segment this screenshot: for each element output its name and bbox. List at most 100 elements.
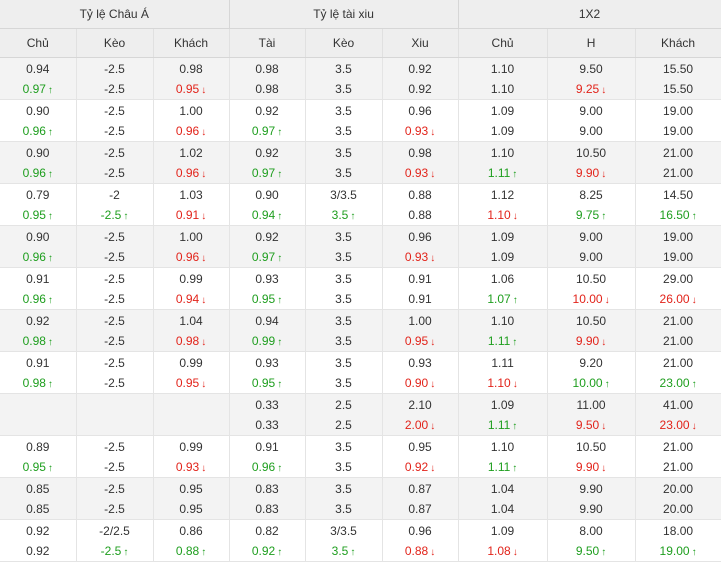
odds-cell-home: 0.90 <box>0 225 77 247</box>
table-row-live[interactable]: 0.96 -2.5 0.96 0.97 3.5 0.93 1.11 9.90 21.00 <box>0 163 721 184</box>
odds-cell-draw: 10.50 <box>547 309 636 331</box>
odds-value: 9.50 <box>575 418 600 432</box>
odds-cell-1x2-home: 1.09 <box>458 121 548 142</box>
odds-cell-away: 0.95 <box>153 477 230 499</box>
arrow-up-icon <box>277 295 282 306</box>
table-row-live[interactable]: 0.96 -2.5 0.94 0.95 3.5 0.91 1.07 10.00 26.00 <box>0 289 721 310</box>
odds-cell-over: 0.94 <box>229 309 306 331</box>
table-row-live[interactable]: 0.95 -2.5 0.93 0.96 3.5 0.92 1.11 9.90 21.00 <box>0 457 721 478</box>
table-row-opening[interactable]: 0.90 -2.5 1.00 0.92 3.5 0.96 1.09 9.00 19.00 <box>0 99 721 121</box>
table-row-live[interactable]: 0.97 -2.5 0.95 0.98 3.5 0.92 1.10 9.25 15.50 <box>0 79 721 100</box>
odds-cell-over: 0.82 <box>229 519 306 541</box>
table-row-live[interactable]: 0.85 -2.5 0.95 0.83 3.5 0.87 1.04 9.90 20.00 <box>0 499 721 520</box>
table-row-live[interactable]: 0.92 -2.5 0.88 0.92 3.5 0.88 1.08 9.50 19.00 <box>0 541 721 562</box>
odds-value: 0.93 <box>175 460 200 474</box>
table-row-live[interactable]: 0.96 -2.5 0.96 0.97 3.5 0.93 1.09 9.00 19.00 <box>0 247 721 268</box>
odds-cell-draw: 10.50 <box>547 267 636 289</box>
odds-value: 1.09 <box>490 250 515 264</box>
arrow-down-icon <box>692 295 697 306</box>
odds-cell-1x2-away: 14.50 <box>635 183 721 205</box>
odds-cell-under: 0.92 <box>382 457 459 478</box>
odds-value: 0.87 <box>408 502 432 516</box>
odds-cell-total-line: 3.5 <box>305 141 383 163</box>
odds-cell-1x2-home: 1.10 <box>458 435 548 457</box>
odds-cell-1x2-home: 1.09 <box>458 247 548 268</box>
odds-value: 3.5 <box>335 502 352 516</box>
odds-cell-1x2-away: 21.00 <box>635 141 721 163</box>
table-row-live[interactable]: 0.33 2.5 2.00 1.11 9.50 23.00 <box>0 415 721 436</box>
arrow-down-icon <box>513 379 518 390</box>
odds-cell-1x2-home: 1.10 <box>458 373 548 394</box>
odds-cell-draw: 10.50 <box>547 141 636 163</box>
odds-value: 10.00 <box>572 292 603 306</box>
odds-cell-over: 0.93 <box>229 267 306 289</box>
odds-value: 0.33 <box>255 418 279 432</box>
odds-cell-handicap: -2.5 <box>76 541 154 562</box>
odds-cell-total-line: 3.5 <box>305 373 383 394</box>
odds-cell-1x2-away: 16.50 <box>635 205 721 226</box>
table-row-opening[interactable]: 0.89 -2.5 0.99 0.91 3.5 0.95 1.10 10.50 21.00 <box>0 435 721 457</box>
table-row-live[interactable]: 0.98 -2.5 0.95 0.95 3.5 0.90 1.10 10.00 23.00 <box>0 373 721 394</box>
odds-cell-draw: 9.90 <box>547 331 636 352</box>
table-row-opening[interactable]: 0.33 2.5 2.10 1.09 11.00 41.00 <box>0 393 721 415</box>
arrow-down-icon <box>430 253 435 264</box>
odds-value: 1.11 <box>487 418 511 432</box>
table-row-opening[interactable]: 0.85 -2.5 0.95 0.83 3.5 0.87 1.04 9.90 20.00 <box>0 477 721 499</box>
odds-value: 0.83 <box>255 502 279 516</box>
odds-cell-handicap: -2.5 <box>76 477 154 499</box>
table-row-opening[interactable]: 0.94 -2.5 0.98 0.98 3.5 0.92 1.10 9.50 15.50 <box>0 57 721 79</box>
odds-value: 9.00 <box>579 250 603 264</box>
column-header-row: Chủ Kèo Khách Tài Kèo Xiu Chủ H Khách <box>0 28 721 58</box>
odds-value: 3.5 <box>335 376 352 390</box>
odds-cell-away: 0.86 <box>153 519 230 541</box>
odds-cell-total-line: 3.5 <box>305 57 383 79</box>
table-row-opening[interactable]: 0.92 -2/2.5 0.86 0.82 3/3.5 0.96 1.09 8.00 18.00 <box>0 519 721 541</box>
odds-value: -2.5 <box>104 124 125 138</box>
odds-cell-1x2-home: 1.07 <box>458 289 548 310</box>
arrow-down-icon <box>430 169 435 180</box>
odds-cell-total-line: 3.5 <box>305 79 383 100</box>
odds-cell-total-line: 3.5 <box>305 267 383 289</box>
odds-value: -2.5 <box>104 82 125 96</box>
odds-cell-away: 1.02 <box>153 141 230 163</box>
table-row-opening[interactable]: 0.91 -2.5 0.99 0.93 3.5 0.93 1.11 9.20 21.00 <box>0 351 721 373</box>
table-row-opening[interactable]: 0.90 -2.5 1.00 0.92 3.5 0.96 1.09 9.00 19.00 <box>0 225 721 247</box>
odds-cell-away: 0.95 <box>153 499 230 520</box>
table-row-opening[interactable]: 0.91 -2.5 0.99 0.93 3.5 0.91 1.06 10.50 29.00 <box>0 267 721 289</box>
odds-value: 9.90 <box>575 166 600 180</box>
arrow-up-icon <box>277 379 282 390</box>
arrow-up-icon <box>48 463 53 474</box>
odds-cell-handicap: -2.5 <box>76 435 154 457</box>
odds-value: 1.11 <box>487 460 511 474</box>
arrow-down-icon <box>201 295 206 306</box>
table-row-live[interactable]: 0.96 -2.5 0.96 0.97 3.5 0.93 1.09 9.00 19.00 <box>0 121 721 142</box>
odds-value: 1.11 <box>487 166 511 180</box>
odds-cell-away: 0.91 <box>153 205 230 226</box>
odds-value: 3.5 <box>335 334 352 348</box>
odds-cell-over: 0.95 <box>229 373 306 394</box>
odds-cell-over: 0.83 <box>229 499 306 520</box>
arrow-up-icon <box>277 253 282 264</box>
arrow-down-icon <box>201 379 206 390</box>
arrow-up-icon <box>512 421 517 432</box>
table-row-live[interactable]: 0.95 -2.5 0.91 0.94 3.5 0.88 1.10 9.75 16.50 <box>0 205 721 226</box>
arrow-down-icon <box>430 463 435 474</box>
arrow-up-icon <box>48 295 53 306</box>
odds-cell-1x2-home: 1.10 <box>458 141 548 163</box>
odds-value: 0.96 <box>251 460 276 474</box>
odds-cell-handicap: -2.5 <box>76 499 154 520</box>
odds-value: 10.00 <box>572 376 603 390</box>
odds-cell-home: 0.90 <box>0 141 77 163</box>
odds-value: 2.5 <box>335 418 352 432</box>
odds-cell-home: 0.92 <box>0 541 77 562</box>
odds-cell-away: 0.95 <box>153 373 230 394</box>
odds-cell-over: 0.97 <box>229 163 306 184</box>
odds-cell-over: 0.92 <box>229 541 306 562</box>
odds-cell-draw: 9.75 <box>547 205 636 226</box>
table-row-opening[interactable]: 0.79 -2 1.03 0.90 3/3.5 0.88 1.12 8.25 14.50 <box>0 183 721 205</box>
odds-cell-draw: 9.90 <box>547 163 636 184</box>
table-row-opening[interactable]: 0.90 -2.5 1.02 0.92 3.5 0.98 1.10 10.50 21.00 <box>0 141 721 163</box>
arrow-up-icon <box>123 547 128 558</box>
table-row-live[interactable]: 0.98 -2.5 0.98 0.99 3.5 0.95 1.11 9.90 21.00 <box>0 331 721 352</box>
table-row-opening[interactable]: 0.92 -2.5 1.04 0.94 3.5 1.00 1.10 10.50 21.00 <box>0 309 721 331</box>
